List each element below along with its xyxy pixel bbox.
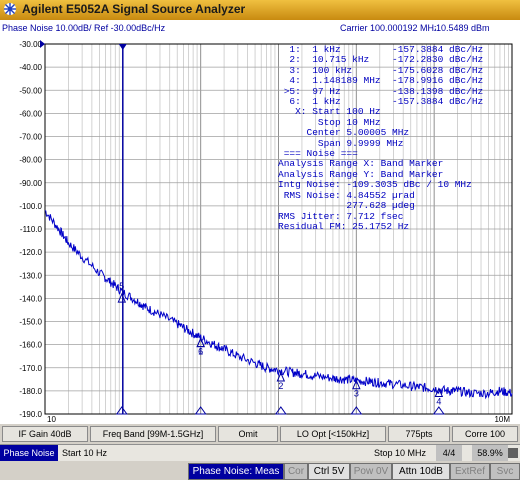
y-tick-label: -140.0 [19, 294, 42, 303]
marker-label: 6 [198, 347, 203, 357]
y-tick-label: -160.0 [19, 341, 42, 350]
marker-label: 5 [119, 281, 124, 291]
svc-indicator: Svc [490, 463, 520, 480]
marker-readout-line: >5: 97 Hz -138.1398 dBc/Hz [278, 85, 484, 97]
y-tick-label: -40.00 [19, 63, 42, 72]
marker-triangle-icon [434, 387, 444, 398]
phase-noise-meas-indicator: Phase Noise: Meas [188, 463, 284, 480]
lo-opt-button[interactable]: LO Opt [<150kHz] [280, 426, 386, 442]
y-tick-label: -80.00 [19, 156, 42, 165]
marker-readout-line: RMS Noise: 4.84552 µrad [278, 189, 415, 201]
reference-level-marker-icon [40, 40, 45, 48]
extref-indicator: ExtRef [450, 463, 490, 480]
cor-indicator: Cor [284, 463, 308, 480]
window-title: Agilent E5052A Signal Source Analyzer [22, 2, 246, 16]
marker-readout-line: Stop 10 MHz [278, 116, 381, 128]
stop-frequency[interactable]: Stop 10 MHz [374, 448, 427, 458]
marker-readout-line: Analysis Range Y: Band Marker [278, 168, 444, 180]
band-marker-icon [432, 406, 445, 415]
carrier-frequency: Carrier 100.000192 MHz [340, 23, 439, 33]
y-tick-label: -170.0 [19, 364, 42, 373]
trace-scale-label[interactable]: Phase Noise 10.00dB/ Ref -30.00dBc/Hz [2, 23, 166, 33]
attn-indicator: Attn 10dB [392, 463, 450, 480]
y-tick-label: -130.0 [19, 271, 42, 280]
marker-readout-line: Analysis Range X: Band Marker [278, 158, 444, 170]
phase-noise-plot-area[interactable]: -30.00 -40.00 -50.00 -60.00 -70.00 -80.00 -90.… [0, 36, 520, 424]
busy-indicator-icon [508, 448, 518, 458]
bottom-indicator-bar: Phase Noise: Meas Cor Ctrl 5V Pow 0V Att… [0, 461, 520, 480]
y-tick-label: -190.0 [19, 410, 42, 419]
marker-readout-line: 4: 1.148189 MHz -178.9916 dBc/Hz [278, 75, 484, 87]
marker-triangle-icon [352, 379, 361, 390]
band-marker-icon [115, 406, 128, 415]
y-tick-label: -70.00 [19, 133, 42, 142]
trace-info-bar: Phase Noise 10.00dB/ Ref -30.00dBc/Hz Ca… [0, 20, 520, 37]
if-gain-button[interactable]: IF Gain 40dB [2, 426, 88, 442]
carrier-power: 10.5489 dBm [436, 20, 490, 36]
marker-readout-line: X: Start 100 Hz [278, 106, 381, 118]
sweep-progress: 4/4 [436, 445, 462, 461]
marker-readout-line: Center 5.00005 MHz [278, 127, 410, 139]
y-tick-label: -110.0 [20, 225, 43, 234]
y-tick-label: -120.0 [19, 248, 42, 257]
agilent-logo-icon [4, 3, 16, 15]
correlation-button[interactable]: Corre 100 [452, 426, 518, 442]
start-frequency[interactable]: Start 10 Hz [62, 448, 108, 458]
marker-readout-panel: 1: 1 kHz -157.3884 dBc/Hz 2: 10.715 kHz … [278, 44, 484, 232]
y-tick-label: -50.00 [19, 86, 42, 95]
band-marker-icon [194, 406, 207, 415]
band-marker-icon [274, 406, 287, 415]
pow-indicator: Pow 0V [350, 463, 392, 480]
ctrl-indicator: Ctrl 5V [308, 463, 350, 480]
y-tick-label: -60.00 [19, 109, 42, 118]
band-marker-icon [350, 406, 363, 415]
status-bar: Phase Noise Start 10 Hz Stop 10 MHz 4/4 … [0, 444, 520, 461]
sweep-percent: 58.9% [472, 445, 508, 461]
marker-label: 4 [436, 397, 441, 407]
y-tick-label: -150.0 [19, 318, 42, 327]
y-tick-label: -30.00 [19, 40, 42, 49]
marker-triangle-icon [117, 292, 127, 303]
marker-readout-line: Intg Noise: -109.3035 dBc / 10 MHz [278, 179, 472, 191]
marker-readout-line: 3: 100 kHz -175.6028 dBc/Hz [278, 64, 484, 76]
marker-triangle-icon [196, 337, 205, 348]
points-button[interactable]: 775pts [388, 426, 450, 442]
marker-readout-line: === Noise === [278, 148, 358, 160]
marker-readout-line: 1: 1 kHz -157.3884 dBc/Hz [278, 44, 484, 55]
measurement-mode[interactable]: Phase Noise [0, 445, 58, 461]
x-tick-label: 10 [47, 415, 56, 424]
omit-button[interactable]: Omit [218, 426, 278, 442]
x-tick-label: 10M [494, 415, 510, 424]
marker-readout-line: Span 9.9999 MHz [278, 137, 404, 149]
marker-readout-line: Residual FM: 25.1752 Hz [278, 220, 410, 232]
function-bar: IF Gain 40dB Freq Band [99M-1.5GHz] Omit… [0, 426, 520, 442]
marker-label: 3 [354, 389, 359, 399]
band-start-marker-icon [118, 44, 127, 50]
phase-noise-trace [44, 210, 513, 400]
title-bar: Agilent E5052A Signal Source Analyzer [0, 0, 520, 21]
y-tick-label: -100.0 [19, 202, 42, 211]
marker-readout-line: 6: 1 kHz -157.3884 dBc/Hz [278, 96, 484, 108]
marker-readout-line: 2: 10.715 kHz -172.2830 dBc/Hz [278, 54, 484, 66]
marker-label: 1 [198, 347, 203, 357]
y-tick-label: -180.0 [19, 387, 42, 396]
y-tick-label: -90.00 [19, 179, 42, 188]
marker-readout-line: RMS Jitter: 7.712 fsec [278, 210, 404, 222]
phase-noise-chart[interactable]: -30.00 -40.00 -50.00 -60.00 -70.00 -80.00 -90.… [0, 36, 520, 424]
freq-band-button[interactable]: Freq Band [99M-1.5GHz] [90, 426, 216, 442]
marker-readout-line: 277.628 µdeg [278, 200, 415, 212]
marker-label: 2 [278, 381, 283, 391]
marker-triangle-icon [276, 371, 286, 382]
